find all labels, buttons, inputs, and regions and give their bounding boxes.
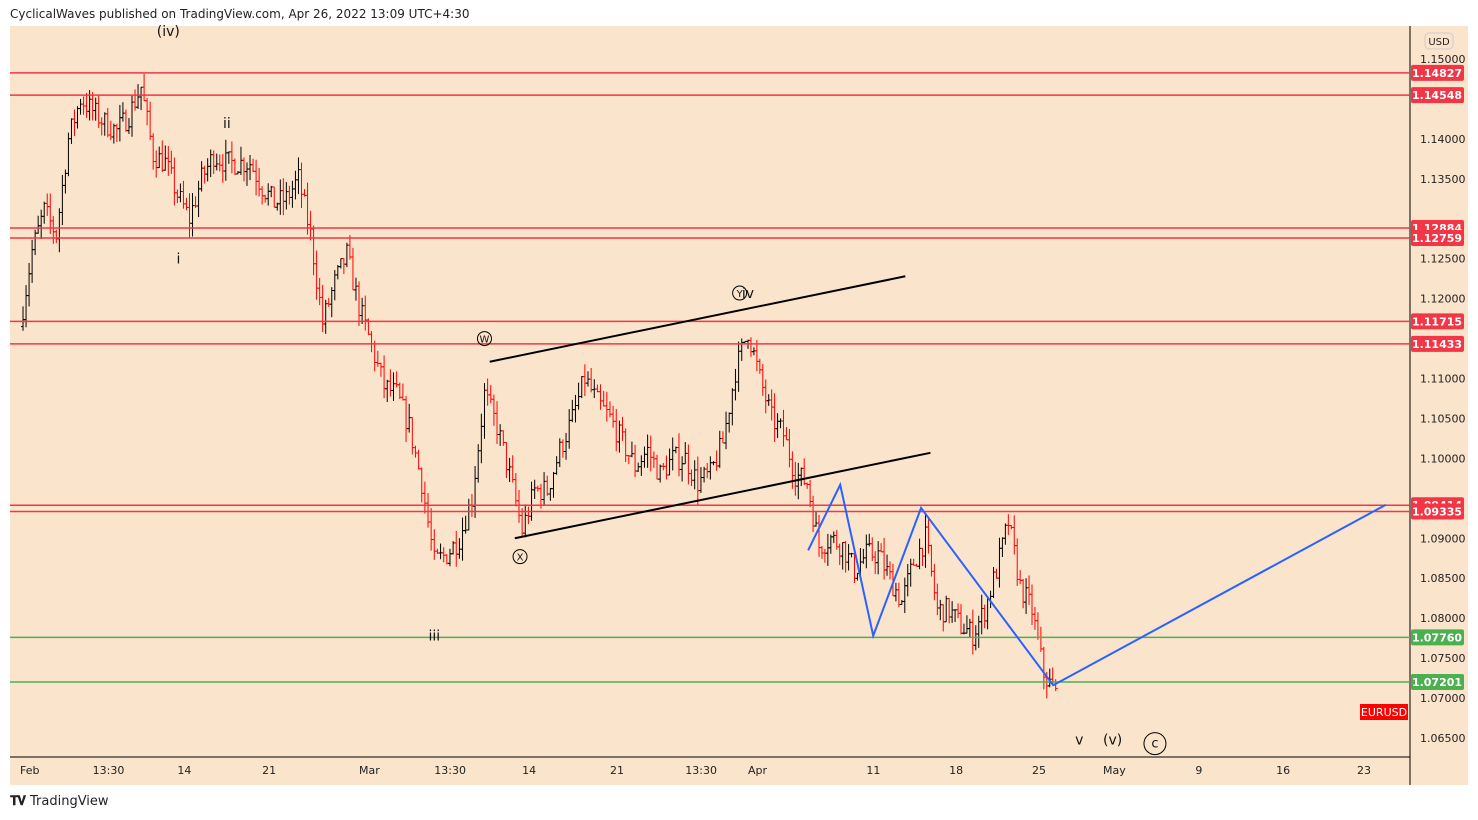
currency-label: USD [1428,37,1450,48]
price-level-badge [1411,629,1464,646]
y-tick-label: 1.12500 [1420,253,1466,266]
price-level-badge [1411,335,1464,352]
price-level-label: 1.11433 [1412,338,1462,351]
price-level-label: 1.14548 [1412,89,1462,102]
symbol-badge [1360,704,1408,720]
wave-label: Y [736,289,744,300]
x-tick-label: 21 [610,764,624,777]
wave-label: c [1151,737,1158,752]
x-tick-label: 21 [262,764,276,777]
wave-label: iv [742,286,754,302]
x-tick-label: 13:30 [434,764,466,777]
x-tick-label: 11 [866,764,880,777]
y-tick-label: 1.09000 [1420,532,1466,545]
x-tick-label: May [1103,764,1126,777]
price-level-label: 1.07760 [1412,631,1462,644]
wave-label: iii [428,629,440,645]
channel-trendline [514,451,931,540]
y-tick-label: 1.14000 [1420,133,1466,146]
x-tick-label: Feb [20,764,39,777]
y-tick-label: 1.07500 [1420,652,1466,665]
price-level-badge [1411,64,1464,81]
price-level-label: 1.14827 [1412,67,1462,80]
tradingview-logo-icon: 𝐓𝐕 [10,794,26,809]
projection-path [807,481,1387,687]
x-tick-label: 14 [522,764,536,777]
y-tick-label: 1.10500 [1420,412,1466,425]
price-level-label: 1.09335 [1412,506,1462,519]
wave-label: (v) [1103,733,1122,749]
y-tick-label: 1.08000 [1420,612,1466,625]
y-tick-label: 1.07000 [1420,692,1466,705]
wave-label: (iv) [157,24,180,40]
price-level-badge [1411,87,1464,104]
price-level-label: 1.11715 [1412,315,1462,328]
price-level-badge [1411,503,1464,520]
y-tick-label: 1.11000 [1420,373,1466,386]
currency-badge [1424,32,1454,50]
x-tick-label: Apr [748,764,768,777]
x-tick-label: 23 [1357,764,1371,777]
publisher-line: CyclicalWaves published on TradingView.c… [10,7,470,21]
wave-label-circle [476,331,492,347]
chart-area[interactable] [10,26,1468,785]
x-tick-label: Mar [359,764,380,777]
price-level-label: 1.07201 [1412,676,1462,689]
y-tick-label: 1.15000 [1420,53,1466,66]
x-tick-label: 9 [1195,764,1202,777]
x-tick-label: 18 [949,764,963,777]
price-level-badge [1411,230,1464,247]
price-level-badge [1411,673,1464,690]
price-level-badge [1411,313,1464,330]
y-tick-label: 1.08500 [1420,572,1466,585]
wave-label: X [517,553,524,564]
wave-label: ii [223,116,231,132]
candles [21,73,1058,699]
wave-label: v [1075,733,1083,749]
price-level-label: 1.12759 [1412,232,1462,245]
footer: 𝐓𝐕 TradingView [10,794,109,809]
wave-label: i [176,252,180,268]
wave-label-circle [732,285,748,301]
channel-trendline [489,275,906,363]
symbol-label: EURUSD [1361,706,1407,719]
y-tick-label: 1.06500 [1420,732,1466,745]
wave-label-circle [512,549,528,565]
y-tick-label: 1.10000 [1420,452,1466,465]
x-tick-label: 25 [1032,764,1046,777]
x-tick-label: 14 [177,764,191,777]
x-tick-label: 13:30 [93,764,125,777]
x-tick-label: 16 [1276,764,1290,777]
x-tick-label: 13:30 [685,764,717,777]
footer-brand: TradingView [30,794,109,809]
y-tick-label: 1.13500 [1420,173,1466,186]
wave-label: W [480,335,490,346]
y-tick-label: 1.12000 [1420,293,1466,306]
wave-label-circle [1143,732,1167,756]
